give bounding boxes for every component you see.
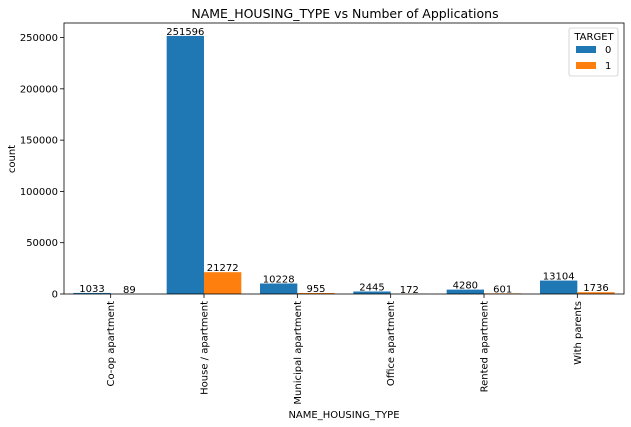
x-tick-label: Office apartment xyxy=(386,301,397,386)
data-label: 955 xyxy=(306,284,325,295)
x-axis: Co-op apartment House / apartment Municipa… xyxy=(106,294,584,405)
bar-co-op-apartment-target-0 xyxy=(73,292,111,294)
legend-title: TARGET xyxy=(573,32,614,43)
y-tick-label: 200000 xyxy=(20,84,58,95)
legend: TARGET 0 1 xyxy=(568,27,619,77)
bar-house-apartment-target-0 xyxy=(166,35,204,294)
data-label: 601 xyxy=(493,284,512,295)
data-label: 89 xyxy=(123,285,136,296)
bar-municipal-apartment-target-0 xyxy=(260,283,298,294)
y-tick-label: 50000 xyxy=(26,238,58,249)
bar-office-apartment-target-0 xyxy=(353,291,391,294)
y-tick-label: 0 xyxy=(52,290,58,301)
x-axis-label: NAME_HOUSING_TYPE xyxy=(288,410,399,421)
data-labels-group: 1033 251596 10228 2445 4280 13104 89 21272 955 17… xyxy=(79,27,608,296)
bar-rented-apartment-target-0 xyxy=(446,289,484,294)
legend-swatch-1 xyxy=(576,62,596,69)
data-label: 1736 xyxy=(583,283,608,294)
x-tick-label: Co-op apartment xyxy=(106,301,117,387)
data-label: 251596 xyxy=(166,27,204,38)
y-tick-label: 250000 xyxy=(20,33,58,44)
y-tick-label: 150000 xyxy=(20,136,58,147)
y-axis: 0 50000 100000 150000 200000 250000 xyxy=(20,33,64,301)
chart-title: NAME_HOUSING_TYPE vs Number of Applicati… xyxy=(191,6,498,21)
y-axis-label: count xyxy=(7,145,18,173)
legend-swatch-0 xyxy=(576,46,596,53)
bar-house-apartment-target-1 xyxy=(204,272,242,294)
data-label: 2445 xyxy=(359,282,384,293)
data-label: 10228 xyxy=(263,275,295,286)
data-label: 21272 xyxy=(207,263,239,274)
data-label: 172 xyxy=(400,285,419,296)
bar-municipal-apartment-target-1 xyxy=(297,293,335,294)
data-label: 1033 xyxy=(79,284,104,295)
x-tick-label: Rented apartment xyxy=(480,301,491,392)
data-label: 4280 xyxy=(453,281,478,292)
bars-group xyxy=(73,35,615,294)
y-tick-label: 100000 xyxy=(20,187,58,198)
legend-label-0: 0 xyxy=(605,45,611,56)
bar-with-parents-target-0 xyxy=(540,280,578,294)
legend-label-1: 1 xyxy=(605,61,611,72)
data-label: 13104 xyxy=(543,272,575,283)
plot-frame xyxy=(63,22,625,295)
bar-with-parents-target-1 xyxy=(577,292,615,294)
x-tick-label: Municipal apartment xyxy=(293,301,304,405)
x-tick-label: House / apartment xyxy=(200,301,211,395)
x-tick-label: With parents xyxy=(573,301,584,365)
